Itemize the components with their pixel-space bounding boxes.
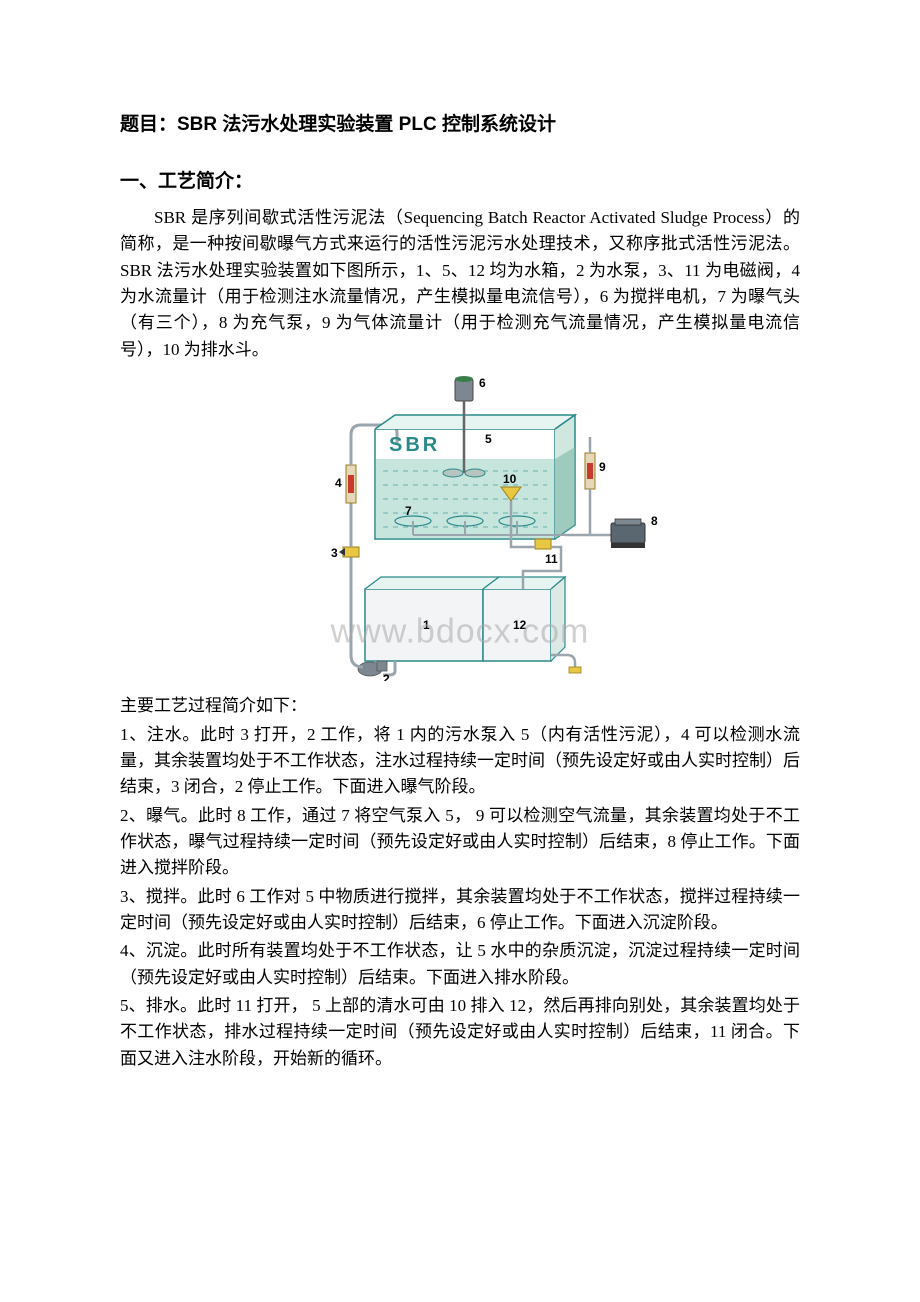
diagram-label-10: 10 xyxy=(503,472,517,486)
sbr-diagram-svg: 1 2 3 4 5 6 7 8 9 10 11 12 SBR xyxy=(255,371,665,681)
section-heading: 一、工艺简介： xyxy=(120,167,800,196)
diagram-label-5: 5 xyxy=(485,432,492,446)
step-1: 1、注水。此时 3 打开，2 工作，将 1 内的污水泵入 5（内有活性污泥），4… xyxy=(120,722,800,801)
step-3: 3、搅拌。此时 6 工作对 5 中物质进行搅拌，其余装置均处于不工作状态，搅拌过… xyxy=(120,884,800,937)
diagram-label-2: 2 xyxy=(383,672,390,681)
diagram-label-11: 11 xyxy=(545,552,558,566)
diagram-label-6: 6 xyxy=(479,376,486,390)
diagram-label-7: 7 xyxy=(405,504,412,518)
diagram-label-8: 8 xyxy=(651,514,658,528)
intro-paragraph: SBR 是序列间歇式活性污泥法（Sequencing Batch Reactor… xyxy=(120,205,800,363)
step-5: 5、排水。此时 11 打开， 5 上部的清水可由 10 排入 12，然后再排向别… xyxy=(120,993,800,1072)
diagram-label-1: 1 xyxy=(423,618,430,632)
step-4: 4、沉淀。此时所有装置均处于不工作状态，让 5 水中的杂质沉淀，沉淀过程持续一定… xyxy=(120,938,800,991)
diagram-label-sbr: SBR xyxy=(389,434,440,456)
page-title: 题目：SBR 法污水处理实验装置 PLC 控制系统设计 xyxy=(120,110,800,139)
sbr-diagram: 1 2 3 4 5 6 7 8 9 10 11 12 SBR www.bdocx… xyxy=(120,371,800,689)
process-intro: 主要工艺过程简介如下： xyxy=(120,693,800,719)
diagram-label-12: 12 xyxy=(513,618,527,632)
diagram-label-9: 9 xyxy=(599,460,606,474)
step-2: 2、曝气。此时 8 工作，通过 7 将空气泵入 5， 9 可以检测空气流量，其余… xyxy=(120,803,800,882)
diagram-label-3: 3 xyxy=(331,546,338,560)
diagram-label-4: 4 xyxy=(335,476,342,490)
